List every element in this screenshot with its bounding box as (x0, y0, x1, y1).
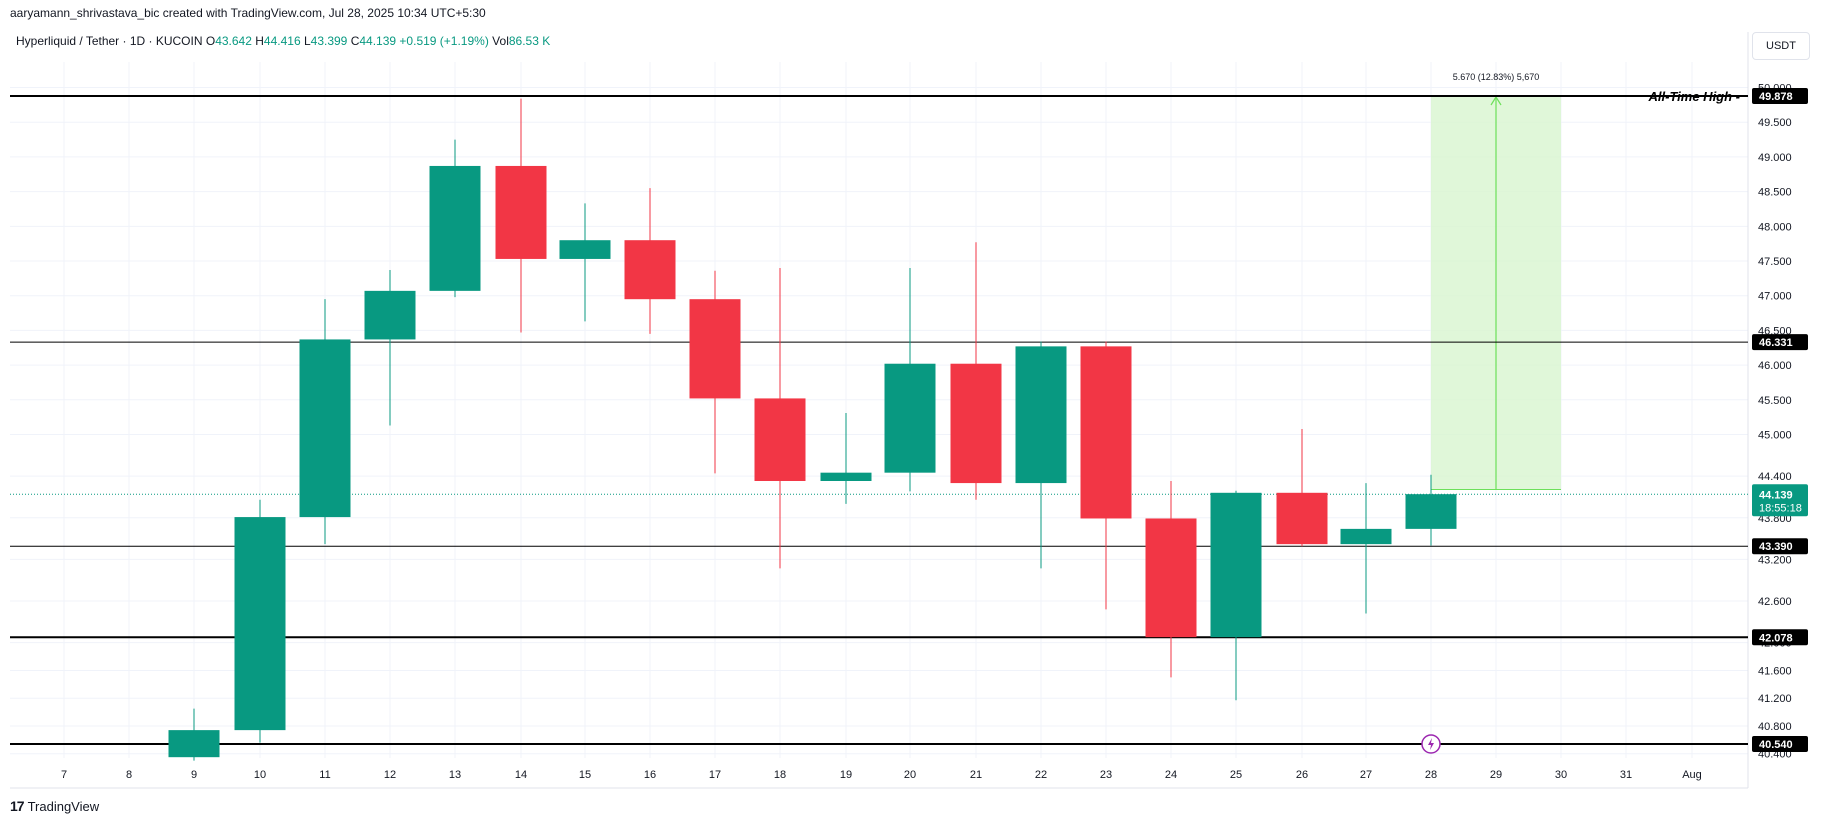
time-tick-label: 21 (970, 769, 982, 781)
change-value: +0.519 (+1.19%) (399, 34, 489, 48)
candle-body (884, 363, 936, 473)
time-tick-label: 9 (191, 769, 197, 781)
current-price-tag (1752, 484, 1808, 517)
price-tick-label: 48.500 (1758, 187, 1792, 199)
low-value: 43.399 (310, 34, 348, 48)
candle-body (1145, 518, 1197, 638)
price-tick-label: 41.200 (1758, 693, 1792, 705)
time-tick-label: 27 (1360, 769, 1372, 781)
time-tick-label: 17 (709, 769, 721, 781)
candle-body (234, 517, 286, 731)
candle-body (299, 339, 351, 518)
time-tick-label: 29 (1490, 769, 1502, 781)
candle-body (364, 290, 416, 340)
time-tick-label: 14 (515, 769, 527, 781)
price-tick-label: 45.500 (1758, 395, 1792, 407)
level-price-tag (1752, 736, 1808, 752)
volume-value: 86.53 K (508, 34, 551, 48)
time-tick-label: 12 (384, 769, 396, 781)
candle-body (1080, 346, 1132, 519)
time-tick-label: 7 (61, 769, 67, 781)
time-tick-label: 18 (774, 769, 786, 781)
price-tick-label: 49.500 (1758, 117, 1792, 129)
time-tick-label: 30 (1555, 769, 1567, 781)
level-price-tag (1752, 88, 1808, 104)
tradingview-logo-text: TradingView (27, 798, 100, 814)
currency-button[interactable]: USDT (1752, 32, 1810, 60)
tradingview-logo-icon: 17 (10, 798, 25, 814)
all-time-high-label: All-Time High - (1648, 89, 1740, 104)
candle-body (1405, 494, 1457, 529)
time-tick-label: 19 (840, 769, 852, 781)
price-tick-label: 41.600 (1758, 665, 1792, 677)
candle-body (950, 363, 1002, 484)
time-tick-label: 22 (1035, 769, 1047, 781)
level-price-tag (1752, 538, 1808, 555)
high-value: 44.416 (263, 34, 301, 48)
time-tick-label: 26 (1296, 769, 1308, 781)
price-tick-label: 47.500 (1758, 256, 1792, 268)
price-tick-label: 48.000 (1758, 221, 1792, 233)
time-tick-label: 23 (1100, 769, 1112, 781)
candle-body (1015, 346, 1067, 484)
time-tick-label: 24 (1165, 769, 1177, 781)
time-tick-label: 15 (579, 769, 591, 781)
time-tick-label: Aug (1682, 769, 1702, 781)
candle-body (820, 472, 872, 481)
time-tick-label: 28 (1425, 769, 1437, 781)
price-tick-label: 43.200 (1758, 554, 1792, 566)
price-tick-label: 46.000 (1758, 360, 1792, 372)
price-tick-label: 44.400 (1758, 471, 1792, 483)
time-tick-label: 13 (449, 769, 461, 781)
time-tick-label: 16 (644, 769, 656, 781)
chart-credit: aaryamann_shrivastava_bic created with T… (10, 6, 486, 20)
event-flash-glyph (1428, 738, 1434, 750)
time-tick-label: 8 (126, 769, 132, 781)
level-price-label: 49.878 (1759, 91, 1793, 103)
candle-body (1276, 492, 1328, 545)
level-price-tag (1752, 629, 1808, 646)
candle-body (559, 240, 611, 259)
symbol-name[interactable]: Hyperliquid / Tether · 1D · KUCOIN (16, 34, 203, 48)
candle-body (168, 730, 220, 758)
time-tick-label: 20 (904, 769, 916, 781)
level-price-tag (1752, 334, 1808, 351)
level-price-label: 46.331 (1759, 337, 1793, 349)
candle-body (624, 240, 676, 300)
candle-body (754, 398, 806, 481)
time-tick-label: 25 (1230, 769, 1242, 781)
price-tick-label: 45.000 (1758, 430, 1792, 442)
level-price-label: 42.078 (1759, 632, 1793, 644)
price-tick-label: 40.800 (1758, 721, 1792, 733)
current-price-label: 44.139 (1759, 489, 1793, 501)
price-tick-label: 47.000 (1758, 291, 1792, 303)
candle-body (1340, 528, 1392, 545)
open-value: 43.642 (215, 34, 252, 48)
time-tick-label: 11 (319, 769, 330, 781)
candle-body (689, 299, 741, 399)
candle-countdown-label: 18:55:18 (1759, 502, 1802, 514)
time-tick-label: 31 (1620, 769, 1632, 781)
price-tick-label: 49.000 (1758, 152, 1792, 164)
candle-body (495, 165, 547, 259)
price-tick-label: 42.600 (1758, 596, 1792, 608)
measure-label: 5.670 (12.83%) 5,670 (1453, 72, 1540, 82)
candle-body (1210, 492, 1262, 638)
tradingview-logo: 17 TradingView (10, 798, 99, 814)
time-tick-label: 10 (254, 769, 266, 781)
candle-body (429, 165, 481, 291)
level-price-label: 43.390 (1759, 541, 1793, 553)
close-value: 44.139 (359, 34, 397, 48)
level-price-label: 40.540 (1759, 739, 1793, 751)
symbol-info-row: Hyperliquid / Tether · 1D · KUCOIN O43.6… (16, 34, 551, 48)
